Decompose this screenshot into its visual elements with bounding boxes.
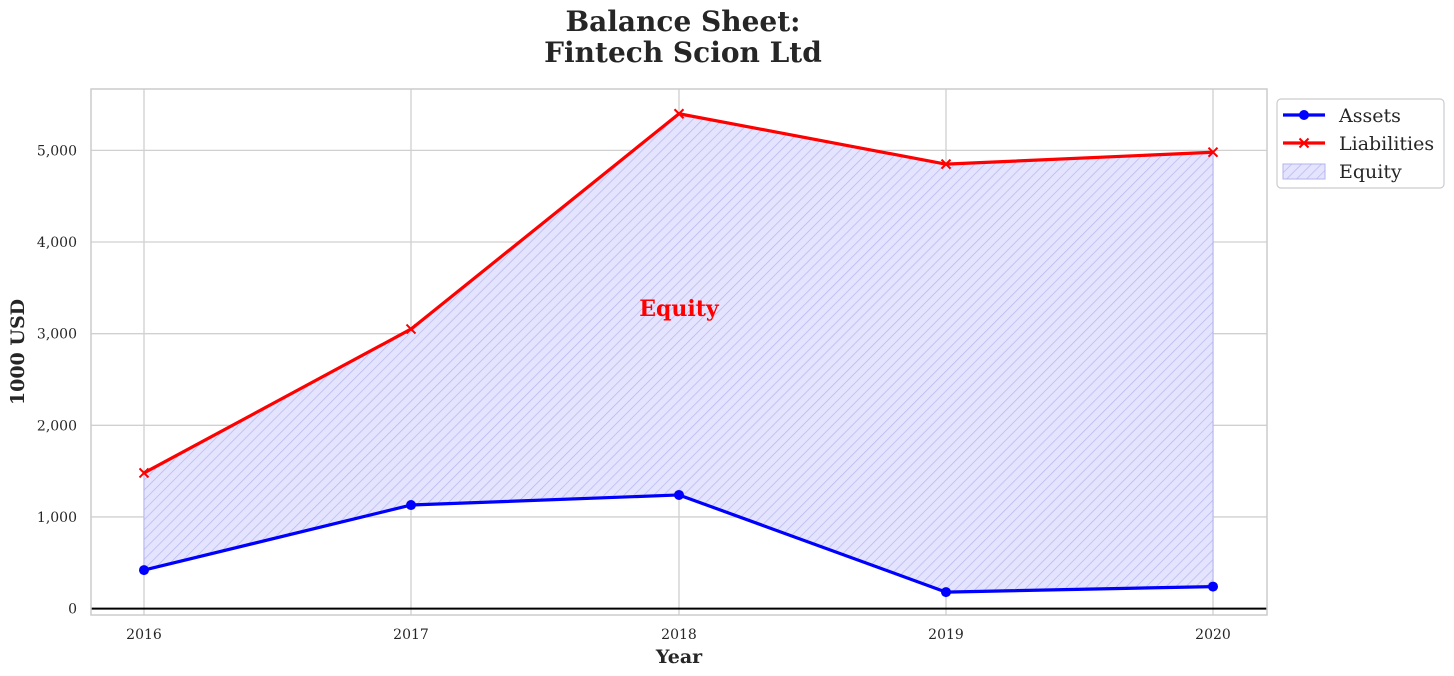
assets-point-2019	[941, 587, 951, 598]
x-tick-label-2017: 2017	[393, 627, 429, 643]
assets-point-2016	[139, 565, 149, 576]
series-layer	[138, 108, 1219, 598]
equity-annotation: Equity	[639, 296, 720, 322]
legend-label-equity: Equity	[1339, 161, 1402, 183]
x-tick-label-2018: 2018	[661, 627, 697, 643]
liabilities-point-2018	[673, 108, 685, 119]
assets-point-2018	[674, 489, 684, 500]
liabilities-point-2016	[138, 467, 150, 479]
legend-swatch-equity	[1282, 163, 1326, 180]
y-tick-label-4000: 4,000	[37, 235, 77, 251]
x-axis-label: Year	[655, 646, 703, 668]
chart-title-line2: Fintech Scion Ltd	[544, 36, 822, 69]
y-tick-labels: 0 1,000 2,000 3,000 4,000 5,000	[37, 143, 77, 617]
x-tick-label-2016: 2016	[126, 627, 162, 643]
assets-point-2020	[1208, 581, 1218, 592]
legend-item-liabilities: Liabilities	[1283, 133, 1434, 155]
x-tick-labels: 2016 2017 2018 2019 2020	[126, 627, 1231, 643]
legend-label-assets: Assets	[1338, 105, 1401, 127]
y-axis-label: 1000 USD	[7, 299, 29, 405]
liabilities-point-2019	[940, 158, 952, 170]
y-tick-label-1000: 1,000	[37, 510, 77, 526]
legend-item-equity: Equity	[1282, 161, 1402, 183]
liabilities-point-2020	[1207, 147, 1219, 158]
y-tick-label-2000: 2,000	[37, 418, 77, 434]
y-tick-label-3000: 3,000	[37, 327, 77, 343]
legend-item-assets: Assets	[1283, 105, 1401, 127]
chart-title-line1: Balance Sheet:	[565, 5, 800, 38]
plot-frame	[90, 88, 1268, 616]
assets-point-2017	[406, 500, 416, 511]
legend-label-liabilities: Liabilities	[1339, 133, 1434, 155]
legend: Assets Liabilities Equity	[1276, 98, 1445, 189]
liabilities-point-2017	[405, 323, 417, 335]
y-tick-label-0: 0	[68, 602, 77, 618]
x-tick-label-2020: 2020	[1195, 627, 1231, 643]
x-tick-label-2019: 2019	[928, 627, 964, 643]
y-tick-label-5000: 5,000	[37, 143, 77, 159]
